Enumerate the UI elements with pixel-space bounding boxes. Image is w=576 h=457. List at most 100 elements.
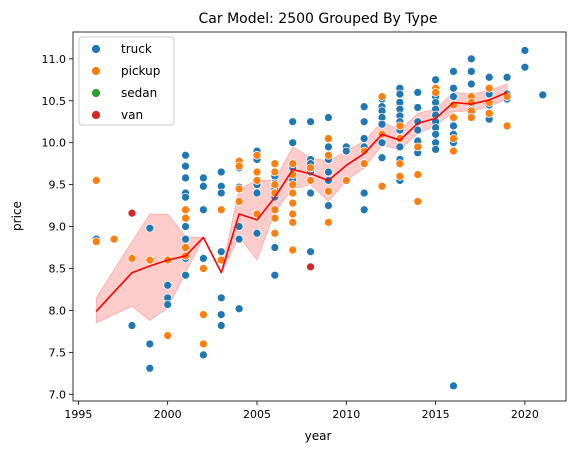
data-point-truck — [288, 138, 298, 148]
plot-frame — [72, 31, 567, 402]
data-point-truck — [163, 280, 173, 290]
y-tick-label: 8.0 — [49, 304, 67, 317]
data-point-pickup — [395, 121, 405, 131]
data-point-truck — [199, 350, 208, 360]
y-axis-label: price — [10, 201, 24, 231]
data-point-truck — [538, 90, 548, 100]
data-point-truck — [145, 223, 155, 233]
data-point-pickup — [91, 176, 101, 185]
data-point-truck — [181, 192, 190, 202]
data-point-truck — [199, 254, 208, 263]
data-point-pickup — [306, 176, 315, 185]
x-tick-label: 2020 — [511, 408, 539, 421]
data-point-truck — [413, 125, 423, 135]
data-point-truck — [288, 117, 298, 127]
data-point-truck — [359, 117, 369, 127]
data-point-truck — [502, 72, 512, 82]
data-point-truck — [181, 270, 190, 280]
data-point-pickup — [252, 167, 262, 177]
data-point-truck — [324, 113, 333, 122]
data-point-pickup — [359, 146, 369, 156]
data-point-pickup — [270, 159, 280, 169]
data-point-truck — [145, 363, 155, 373]
x-tick-label: 2015 — [422, 408, 450, 421]
series-pickup — [91, 83, 512, 349]
data-point-truck — [324, 201, 333, 210]
data-point-pickup — [395, 171, 405, 181]
data-point-pickup — [288, 188, 298, 198]
data-point-pickup — [502, 121, 512, 131]
data-point-truck — [252, 188, 262, 198]
y-tick-label: 10.5 — [42, 95, 67, 108]
data-point-pickup — [181, 205, 190, 215]
data-point-truck — [145, 339, 155, 349]
data-point-pickup — [413, 170, 423, 179]
data-point-truck — [520, 62, 530, 72]
data-point-truck — [216, 293, 226, 303]
data-point-truck — [306, 117, 315, 127]
data-point-truck — [181, 234, 190, 244]
legend-label-van: van — [121, 108, 143, 122]
data-point-van — [127, 208, 137, 218]
data-point-truck — [520, 46, 530, 55]
y-tick-label: 10.0 — [42, 137, 67, 150]
data-point-pickup — [484, 83, 494, 93]
data-point-truck — [377, 153, 387, 163]
x-tick-label: 2005 — [243, 408, 271, 421]
data-point-truck — [413, 103, 423, 112]
legend-marker-van — [91, 110, 101, 120]
legend-marker-sedan — [91, 88, 101, 98]
data-point-pickup — [377, 92, 387, 101]
data-point-pickup — [466, 98, 476, 107]
data-point-pickup — [449, 146, 458, 156]
data-point-pickup — [288, 159, 298, 169]
data-point-pickup — [324, 150, 333, 160]
axes-layer: 1995 2000 2005 2010 2015 2020 7.0 7.5 8.0 8.5 9.0 9… — [42, 31, 567, 421]
legend-marker-pickup — [91, 66, 101, 76]
data-point-truck — [431, 145, 440, 154]
data-point-pickup — [324, 217, 333, 227]
data-point-pickup — [484, 108, 494, 118]
data-point-truck — [449, 83, 458, 93]
data-point-pickup — [324, 134, 333, 143]
data-point-pickup — [449, 134, 458, 143]
data-point-pickup — [466, 113, 476, 122]
data-point-pickup — [413, 142, 423, 152]
data-point-truck — [341, 146, 351, 156]
data-point-truck — [377, 119, 387, 129]
data-point-truck — [216, 310, 226, 319]
data-point-pickup — [199, 339, 208, 349]
data-point-truck — [270, 270, 280, 280]
data-point-truck — [181, 150, 190, 160]
data-point-pickup — [252, 176, 262, 185]
data-point-pickup — [306, 163, 315, 173]
data-point-pickup — [288, 217, 298, 227]
data-point-pickup — [91, 237, 101, 247]
y-tick-label: 11.0 — [42, 53, 67, 66]
data-point-truck — [359, 205, 369, 215]
trend-line — [95, 91, 508, 312]
data-point-pickup — [270, 205, 280, 215]
data-point-truck — [449, 121, 458, 131]
data-point-pickup — [181, 243, 190, 252]
x-tick-label: 2010 — [332, 408, 360, 421]
data-point-truck — [449, 67, 458, 76]
data-point-pickup — [199, 264, 208, 273]
data-point-pickup — [163, 331, 173, 340]
data-point-truck — [449, 381, 458, 391]
data-point-truck — [395, 142, 405, 152]
data-point-pickup — [288, 209, 298, 219]
data-point-pickup — [127, 254, 137, 263]
points-layer — [91, 46, 548, 391]
data-point-pickup — [270, 213, 280, 223]
data-point-truck — [181, 161, 190, 171]
data-point-truck — [306, 188, 315, 198]
data-point-truck — [181, 222, 190, 231]
data-point-truck — [413, 117, 423, 127]
chart-title: Car Model: 2500 Grouped By Type — [199, 11, 438, 27]
data-point-truck — [324, 167, 333, 177]
data-point-pickup — [216, 205, 226, 215]
legend: truck pickup sedan van — [78, 36, 175, 126]
